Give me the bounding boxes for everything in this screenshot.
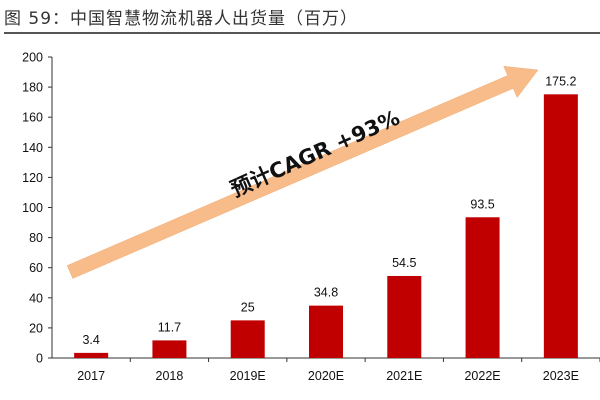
y-tick-label: 160 xyxy=(22,111,43,125)
data-label: 25 xyxy=(241,300,255,314)
bars: 3.4 11.7 25 34.8 54.5 93.5 175.2 xyxy=(74,74,578,358)
y-tick-label: 40 xyxy=(29,291,43,305)
chart-title: 图 59：中国智慧物流机器人出货量（百万） xyxy=(4,9,359,29)
bar xyxy=(543,94,578,358)
bar xyxy=(152,340,187,358)
cagr-arrow xyxy=(66,65,539,279)
x-tick-label: 2017 xyxy=(77,369,105,383)
y-tick-label: 0 xyxy=(36,352,43,366)
bar xyxy=(387,275,422,358)
data-label: 93.5 xyxy=(470,197,494,211)
bar xyxy=(465,217,500,358)
arrow-shape xyxy=(66,65,539,279)
data-label: 54.5 xyxy=(392,256,416,270)
y-tick-label: 60 xyxy=(29,261,43,275)
x-tick-label: 2022E xyxy=(464,369,500,383)
x-tick-label: 2018 xyxy=(156,369,184,383)
data-label: 3.4 xyxy=(82,333,99,347)
bar xyxy=(309,305,343,358)
x-tick-label: 2019E xyxy=(230,369,266,383)
data-label: 34.8 xyxy=(314,286,338,300)
cagr-annotation: 预计CAGR +93% xyxy=(227,106,403,202)
x-tick-label: 2021E xyxy=(386,369,422,383)
x-tick-label: 2023E xyxy=(543,369,579,383)
y-tick-label: 180 xyxy=(22,81,43,95)
y-tick-label: 200 xyxy=(22,51,43,65)
data-label: 175.2 xyxy=(545,74,576,88)
y-tick-label: 80 xyxy=(29,231,43,245)
y-tick-label: 100 xyxy=(22,201,43,215)
title-divider xyxy=(4,32,600,34)
bar xyxy=(230,320,265,358)
axes: 0 20 40 60 80 100 120 140 160 180 200 2017 2018 2019E… xyxy=(22,51,600,383)
data-label: 11.7 xyxy=(158,320,181,334)
y-tick-label: 20 xyxy=(29,321,43,335)
y-tick-label: 120 xyxy=(22,171,43,185)
y-tick-label: 140 xyxy=(22,141,43,155)
bar xyxy=(74,352,109,358)
x-tick-label: 2020E xyxy=(308,369,344,383)
